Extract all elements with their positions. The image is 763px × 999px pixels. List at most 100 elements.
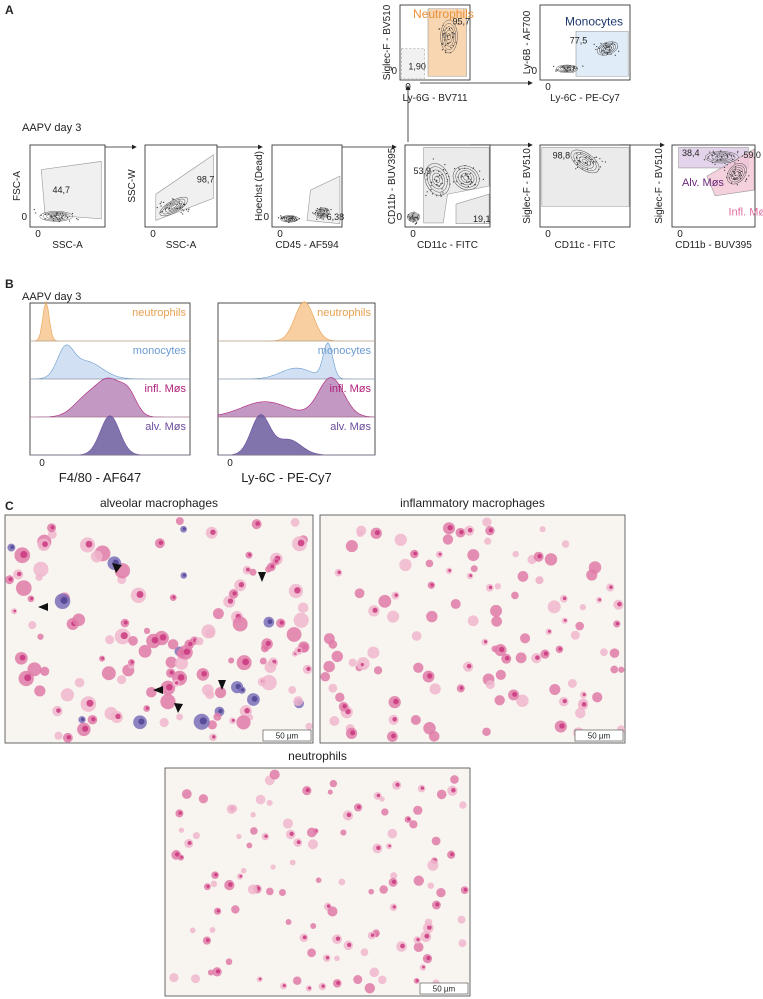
event-dot xyxy=(286,218,288,220)
contour xyxy=(452,165,480,191)
cell xyxy=(567,679,577,688)
event-dot xyxy=(748,175,750,177)
cell xyxy=(495,669,506,680)
cell xyxy=(410,714,421,726)
nucleus xyxy=(325,956,330,960)
cell xyxy=(214,686,227,699)
event-dot xyxy=(595,161,597,163)
scale-bar-label: 50 µm xyxy=(276,732,299,741)
event-dot xyxy=(182,213,184,215)
gate-value: 98,7 xyxy=(197,174,215,184)
nucleus xyxy=(19,654,26,661)
event-dot xyxy=(444,164,446,166)
event-dot xyxy=(440,195,442,197)
cell xyxy=(247,884,258,895)
cell xyxy=(379,885,388,894)
nucleus xyxy=(115,713,121,720)
nucleus xyxy=(308,986,311,990)
nucleus xyxy=(86,699,94,707)
cell xyxy=(450,598,461,609)
event-dot xyxy=(322,218,324,220)
cell xyxy=(293,612,309,628)
nucleus xyxy=(159,634,167,641)
event-dot xyxy=(441,174,443,176)
cell xyxy=(285,919,292,925)
cell xyxy=(105,635,115,645)
event-dot xyxy=(744,180,747,182)
cell xyxy=(54,731,63,740)
contour xyxy=(42,212,70,221)
cell xyxy=(570,630,580,640)
event-dot xyxy=(66,216,68,219)
cell xyxy=(610,665,619,674)
nucleus xyxy=(342,704,347,709)
cell xyxy=(236,715,251,730)
cell xyxy=(210,880,218,888)
nucleus xyxy=(182,573,186,577)
event-dot xyxy=(449,34,451,36)
event-dot xyxy=(458,167,460,169)
event-dot xyxy=(466,174,468,176)
cell xyxy=(334,955,340,962)
nucleus xyxy=(609,585,613,589)
nucleus xyxy=(326,904,331,908)
event-dot xyxy=(51,216,53,218)
cell xyxy=(588,561,602,574)
event-dot xyxy=(726,164,728,166)
x-tick-label: 0 xyxy=(277,229,283,240)
contour xyxy=(281,215,298,222)
nucleus xyxy=(376,793,381,798)
x-tick-label: 0 xyxy=(545,229,551,240)
nucleus xyxy=(282,984,286,988)
cell xyxy=(292,976,302,985)
event-dot xyxy=(63,214,65,217)
nucleus xyxy=(251,696,258,702)
nucleus xyxy=(427,673,433,679)
nucleus xyxy=(214,873,218,877)
nucleus xyxy=(180,855,183,859)
nucleus xyxy=(120,632,128,640)
cell xyxy=(399,558,412,572)
contour xyxy=(440,19,458,54)
event-dot xyxy=(595,156,598,158)
nucleus xyxy=(218,708,223,714)
nucleus xyxy=(407,817,411,821)
population-label: infl. Møs xyxy=(329,383,371,395)
population-label: alv. Møs xyxy=(145,421,186,433)
nucleus xyxy=(617,601,622,607)
y-axis-label: Siglec-F - BV510 xyxy=(382,4,393,80)
event-dot xyxy=(446,43,449,45)
gate-value: 1,90 xyxy=(408,62,426,72)
nucleus xyxy=(24,674,32,682)
gate xyxy=(306,175,341,225)
cell xyxy=(290,518,300,527)
cell xyxy=(176,713,183,721)
cell xyxy=(413,662,424,673)
contour xyxy=(319,210,326,216)
nucleus xyxy=(337,570,341,575)
gate-value: 19,1 xyxy=(473,214,491,224)
cell xyxy=(305,722,313,730)
cell xyxy=(485,680,495,690)
event-dot xyxy=(313,213,315,215)
cell xyxy=(331,650,343,663)
contour xyxy=(605,46,610,51)
event-dot xyxy=(723,166,726,169)
cell xyxy=(327,906,338,917)
nucleus xyxy=(265,640,271,646)
x-tick-label: 0 xyxy=(545,82,551,93)
nucleus xyxy=(10,545,14,549)
cell xyxy=(278,889,286,896)
nucleus xyxy=(151,636,159,644)
event-dot xyxy=(711,154,713,156)
cell xyxy=(379,796,385,802)
event-dot xyxy=(703,159,705,161)
nucleus xyxy=(66,735,72,740)
nucleus xyxy=(563,618,567,622)
cell xyxy=(101,666,116,681)
nucleus xyxy=(297,648,301,653)
cell xyxy=(165,656,177,668)
event-dot xyxy=(724,169,726,171)
cell xyxy=(335,692,345,702)
